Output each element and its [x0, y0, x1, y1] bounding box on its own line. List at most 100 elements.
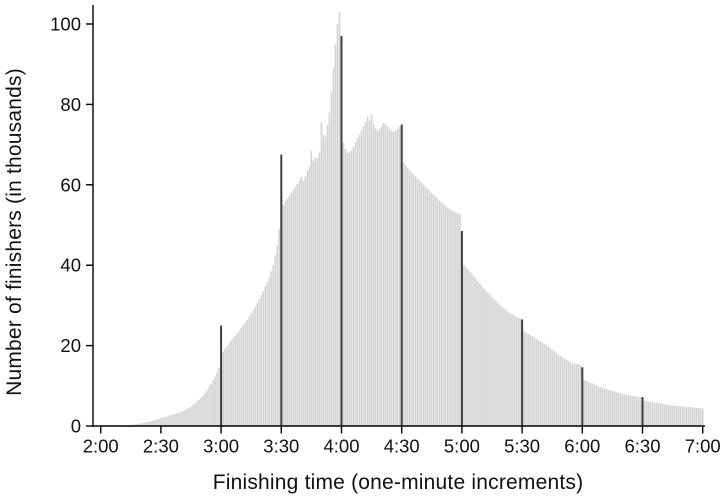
minute-bar	[679, 406, 682, 426]
minute-bar	[308, 166, 311, 426]
minute-bar	[234, 335, 236, 426]
minute-bar	[447, 208, 449, 426]
minute-bar	[380, 126, 383, 426]
minute-bar	[312, 160, 315, 426]
round-time-spike-bar	[220, 325, 223, 426]
minute-bar	[138, 423, 140, 426]
minute-bar	[160, 417, 162, 426]
minute-bar	[210, 383, 212, 426]
minute-bar	[567, 360, 570, 426]
minute-bar	[334, 44, 337, 426]
minute-bar	[374, 128, 377, 426]
minute-bar	[631, 395, 634, 426]
minute-bar	[192, 405, 194, 426]
minute-bar	[693, 407, 696, 426]
minute-bar	[236, 333, 238, 426]
minute-bar	[226, 346, 228, 426]
minute-bar	[541, 342, 543, 426]
minute-bar	[398, 126, 401, 426]
minute-bar	[491, 296, 493, 426]
minute-bar	[569, 362, 572, 426]
minute-bar	[376, 130, 379, 426]
x-axis-title: Finishing time (one-minute increments)	[212, 471, 584, 494]
minute-bar	[196, 401, 198, 426]
minute-bar	[252, 310, 255, 426]
minute-bar	[439, 200, 441, 426]
minute-bar	[629, 395, 632, 426]
minute-bar	[545, 344, 547, 426]
minute-bar	[543, 343, 545, 426]
minute-bar	[250, 313, 252, 426]
minute-bar	[663, 404, 666, 426]
minute-bar	[639, 397, 642, 426]
minute-bar	[437, 198, 439, 426]
minute-bar	[457, 213, 459, 426]
minute-bar	[577, 364, 580, 426]
minute-bar	[188, 407, 190, 426]
minute-bar	[384, 124, 387, 426]
minute-bar	[318, 152, 321, 426]
minute-bar	[647, 401, 650, 426]
minute-bar	[392, 131, 395, 427]
minute-bar	[633, 396, 636, 426]
minute-bar	[573, 363, 576, 426]
x-tick-label: 6:30	[625, 436, 661, 457]
minute-bar	[360, 130, 363, 426]
minute-bar	[479, 283, 481, 426]
minute-bar	[408, 170, 411, 426]
minute-bar	[370, 114, 373, 426]
x-tick-label: 3:30	[263, 436, 299, 457]
minute-bar	[617, 392, 620, 426]
minute-bar	[661, 403, 664, 426]
minute-bar	[511, 314, 513, 426]
round-time-spike-bar	[521, 319, 524, 426]
minute-bar	[671, 405, 674, 426]
minute-bar	[306, 170, 309, 426]
y-tick-label: 0	[71, 416, 81, 437]
minute-bar	[372, 124, 375, 426]
round-time-spike-bar	[280, 154, 283, 426]
minute-bar	[553, 350, 556, 426]
minute-bar	[477, 281, 479, 426]
minute-bar	[332, 68, 335, 426]
minute-bar	[501, 306, 503, 426]
minute-bar	[282, 204, 285, 426]
minute-bar	[270, 271, 273, 426]
x-tick-label: 2:30	[143, 436, 179, 457]
minute-bar	[695, 407, 698, 426]
minute-bar	[328, 112, 331, 426]
minute-bar	[238, 331, 240, 426]
minute-bar	[344, 148, 347, 426]
x-tick-label: 2:00	[83, 436, 119, 457]
minute-bar	[599, 387, 602, 426]
minute-bar	[204, 393, 206, 426]
minute-bar	[222, 351, 224, 426]
minute-bar	[485, 290, 487, 426]
minute-bar	[148, 421, 150, 426]
minute-bar	[431, 192, 433, 426]
minute-bar	[364, 122, 367, 427]
minute-bar	[350, 150, 353, 426]
minute-bar	[585, 380, 588, 426]
minute-bar	[206, 390, 208, 426]
x-tick-label: 4:00	[323, 436, 359, 457]
minute-bar	[557, 354, 560, 426]
minute-bar	[200, 397, 202, 426]
minute-bar	[276, 245, 279, 426]
minute-bar	[471, 274, 473, 426]
y-tick-label: 20	[60, 335, 81, 356]
minute-bar	[561, 357, 564, 426]
x-tick-label: 3:00	[203, 436, 239, 457]
minute-bar	[264, 286, 267, 426]
minute-bar	[689, 407, 692, 426]
minute-bar	[611, 391, 614, 426]
minute-bar	[342, 142, 345, 426]
minute-bar	[675, 405, 678, 426]
minute-bar	[366, 116, 369, 427]
minute-bar	[260, 295, 263, 426]
minute-bar	[565, 359, 568, 426]
minute-bar	[212, 380, 214, 426]
minute-bar	[625, 394, 628, 426]
minute-bar	[240, 328, 242, 426]
minute-bar	[463, 265, 465, 426]
